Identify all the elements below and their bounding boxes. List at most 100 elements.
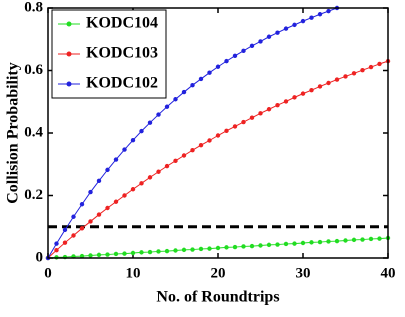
data-point [266, 242, 272, 248]
data-point [164, 163, 170, 169]
data-point [88, 253, 93, 258]
data-point [105, 205, 110, 211]
legend-marker [66, 81, 72, 87]
data-point [300, 91, 306, 96]
data-point [266, 34, 272, 39]
data-point [249, 43, 255, 49]
y-tick-label: 0.4 [24, 124, 43, 140]
data-point [181, 89, 187, 95]
data-point [79, 253, 85, 259]
data-point [207, 70, 212, 75]
legend-marker [66, 21, 72, 27]
data-point [300, 18, 306, 24]
x-tick-label: 40 [381, 265, 396, 281]
data-point [190, 147, 195, 153]
data-point [79, 202, 85, 207]
data-point [198, 76, 204, 82]
data-point [224, 128, 229, 134]
data-point [54, 247, 59, 253]
data-point [88, 219, 93, 224]
legend-label: KODC104 [86, 15, 158, 32]
data-point [207, 246, 212, 251]
data-point [105, 252, 110, 257]
data-point [62, 227, 68, 233]
data-point [343, 74, 348, 79]
data-point [275, 30, 280, 35]
data-point [96, 212, 102, 217]
data-point [317, 84, 323, 89]
data-point [164, 248, 170, 254]
data-point [105, 167, 110, 173]
y-tick-label: 0.6 [24, 62, 43, 78]
data-point [224, 58, 229, 64]
data-point [224, 245, 229, 250]
data-point [215, 245, 221, 251]
data-point [54, 241, 59, 246]
data-point [360, 237, 365, 242]
data-point [249, 115, 255, 120]
data-point [377, 61, 382, 67]
data-point [334, 238, 340, 244]
data-point [241, 119, 246, 125]
x-tick-label: 10 [126, 265, 141, 281]
data-point [241, 244, 246, 249]
data-point [130, 137, 136, 143]
data-point [266, 107, 272, 112]
data-point [139, 250, 144, 255]
data-point [113, 199, 119, 204]
data-point [156, 249, 161, 254]
data-point [317, 12, 323, 17]
data-point [215, 133, 221, 138]
data-point [181, 153, 187, 158]
x-axis-title: No. of Roundtrips [156, 289, 279, 306]
data-point [275, 242, 280, 247]
data-point [71, 214, 76, 219]
data-point [351, 71, 357, 76]
data-point [309, 87, 314, 93]
data-point [283, 99, 289, 104]
data-point [147, 175, 153, 180]
y-tick-label: 0.8 [24, 0, 43, 15]
data-point [181, 247, 187, 253]
data-point [156, 169, 161, 174]
legend-marker [66, 51, 72, 57]
data-point [207, 138, 212, 143]
data-point [258, 111, 263, 116]
data-point [309, 15, 314, 20]
data-point [300, 240, 306, 246]
data-point [249, 243, 255, 249]
data-point [258, 39, 263, 44]
x-tick-label: 30 [296, 265, 311, 281]
data-point [292, 241, 297, 246]
data-point [173, 248, 178, 253]
data-point [334, 77, 340, 82]
data-point [113, 251, 119, 257]
data-point [130, 250, 136, 256]
data-point [156, 112, 161, 117]
y-tick-label: 0 [36, 249, 44, 265]
data-point [88, 189, 93, 195]
y-axis-title: Collision Probability [5, 62, 22, 204]
data-point [122, 147, 127, 152]
data-point [173, 97, 178, 102]
data-point [326, 8, 331, 14]
data-point [232, 53, 238, 59]
legend-label: KODC103 [86, 45, 158, 62]
data-point [147, 120, 153, 125]
data-point [283, 241, 289, 247]
data-point [232, 124, 238, 129]
data-point [139, 181, 144, 186]
data-point [62, 240, 68, 245]
x-tick-label: 20 [211, 265, 226, 281]
data-point [360, 67, 365, 73]
data-point [79, 226, 85, 231]
data-point [275, 102, 280, 108]
data-point [292, 95, 297, 100]
data-point [351, 237, 357, 243]
data-point [71, 233, 76, 238]
data-point [368, 64, 374, 70]
data-point [309, 240, 314, 245]
data-point [139, 128, 144, 134]
